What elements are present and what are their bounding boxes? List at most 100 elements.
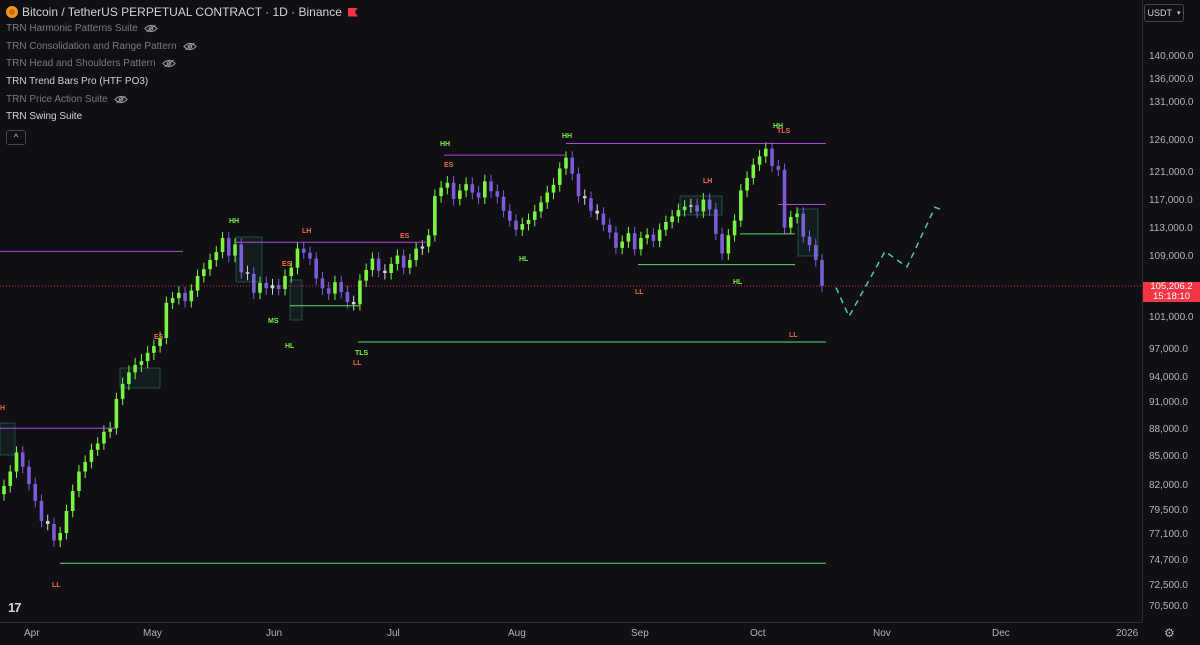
countdown-timer: 15:18:10: [1153, 291, 1190, 302]
eye-hidden-icon[interactable]: [182, 42, 197, 51]
swing-label: TLS: [777, 128, 791, 135]
candle-body: [414, 248, 418, 261]
swing-label: HL: [519, 256, 529, 263]
price-tick-label: 74,700.0: [1149, 555, 1188, 566]
symbol-title-row[interactable]: Bitcoin / TetherUS PERPETUAL CONTRACT · …: [6, 4, 358, 20]
candle-body: [177, 292, 181, 299]
eye-hidden-icon[interactable]: [113, 95, 128, 104]
candle-body: [214, 252, 219, 261]
candle-body: [264, 282, 269, 289]
candle-body: [639, 238, 643, 250]
candle-body: [739, 190, 743, 221]
candle-body: [333, 282, 337, 294]
time-axis[interactable]: Apr May Jun Jul Aug Sep Oct Nov Dec 2026: [0, 622, 1142, 645]
collapse-legend-button[interactable]: ^: [6, 129, 26, 145]
swing-label: HL: [285, 343, 295, 350]
candle-body: [582, 196, 587, 199]
price-tick-label: 88,000.0: [1149, 424, 1188, 435]
eye-hidden-icon[interactable]: [143, 24, 158, 33]
price-tick-label: 131,000.0: [1149, 97, 1194, 108]
candle-body: [726, 235, 731, 254]
candle-body: [139, 361, 144, 365]
swing-label: ES: [400, 233, 410, 240]
swing-label: ES: [444, 162, 454, 169]
candle-body: [707, 199, 712, 210]
candle-body: [426, 235, 431, 247]
candle-body: [601, 213, 606, 225]
symbol-title: Bitcoin / TetherUS PERPETUAL CONTRACT · …: [22, 5, 342, 19]
candle-body: [539, 202, 543, 212]
candle-body: [620, 241, 624, 248]
indicator-row[interactable]: TRN Price Action Suite: [6, 90, 358, 108]
currency-button[interactable]: USDT ▾: [1144, 4, 1184, 22]
candle-body: [64, 511, 69, 533]
candle-body: [564, 157, 568, 169]
indicator-row[interactable]: TRN Head and Shoulders Pattern: [6, 55, 358, 73]
candle-body: [351, 301, 356, 305]
candle-body: [245, 272, 250, 274]
bitcoin-icon: [6, 6, 18, 18]
price-tick-label: 79,500.0: [1149, 505, 1188, 516]
candle-body: [626, 233, 631, 242]
chart-area[interactable]: [0, 0, 1142, 622]
indicator-name: TRN Head and Shoulders Pattern: [6, 58, 156, 70]
candle-body: [295, 248, 300, 268]
flag-icon[interactable]: [347, 7, 358, 17]
candle-body: [251, 273, 256, 293]
indicator-row[interactable]: TRN Consolidation and Range Pattern: [6, 38, 358, 56]
candle-body: [95, 443, 100, 450]
candle-body: [183, 292, 187, 302]
candle-body: [470, 184, 475, 193]
swing-label: HH: [440, 141, 451, 148]
swing-label: LH: [302, 228, 312, 235]
candle-body: [501, 196, 506, 211]
candle-body: [20, 452, 25, 467]
candle-body: [614, 232, 618, 248]
candle-body: [439, 187, 443, 197]
candle-body: [283, 276, 287, 290]
price-tick-label: 121,000.0: [1149, 167, 1194, 178]
candle-body: [489, 181, 493, 192]
time-tick-label: Sep: [631, 628, 649, 639]
indicator-row[interactable]: TRN Trend Bars Pro (HTF PO3): [6, 73, 358, 91]
indicator-name: TRN Consolidation and Range Pattern: [6, 40, 177, 52]
consolidation-box: [289, 279, 303, 321]
candle-body: [807, 236, 812, 246]
candle-body: [8, 471, 13, 486]
candle-body: [782, 169, 787, 228]
candlestick-chart[interactable]: [0, 0, 1142, 622]
candle-body: [664, 222, 668, 230]
candle-body: [202, 269, 206, 277]
swing-label: TLS: [355, 350, 369, 357]
candle-body: [339, 282, 343, 293]
candle-body: [89, 449, 94, 462]
candle-body: [383, 270, 387, 274]
price-tick-label: 140,000.0: [1149, 51, 1194, 62]
current-price-tag: 105,206.2 15:18:10: [1143, 282, 1200, 302]
swing-label: ES: [154, 334, 164, 341]
candle-body: [795, 213, 799, 218]
tradingview-logo-icon[interactable]: 17: [8, 600, 22, 615]
swing-label: HH: [773, 123, 784, 130]
candle-body: [158, 338, 162, 346]
candle-body: [152, 346, 156, 353]
candle-body: [114, 398, 119, 429]
candle-body: [170, 298, 175, 303]
indicator-list: TRN Harmonic Patterns Suite TRN Consolida…: [6, 20, 358, 126]
indicator-name: TRN Trend Bars Pro (HTF PO3): [6, 76, 149, 88]
indicator-row[interactable]: TRN Swing Suite: [6, 108, 358, 126]
candle-body: [589, 198, 593, 211]
indicator-row[interactable]: TRN Harmonic Patterns Suite: [6, 20, 358, 38]
candle-body: [757, 156, 762, 165]
eye-hidden-icon[interactable]: [161, 59, 176, 68]
candle-body: [445, 182, 450, 188]
price-tick-label: 85,000.0: [1149, 451, 1188, 462]
candle-body: [208, 260, 212, 270]
price-tick-label: 117,000.0: [1149, 195, 1193, 206]
gear-icon[interactable]: ⚙: [1164, 626, 1175, 640]
swing-label: LL: [353, 360, 362, 367]
time-tick-label: Oct: [750, 628, 766, 639]
candle-body: [820, 260, 824, 286]
price-axis[interactable]: 140,000.0 136,000.0 131,000.0 126,000.0 121,…: [1142, 0, 1200, 622]
current-price-value: 105,206.2: [1150, 281, 1193, 292]
